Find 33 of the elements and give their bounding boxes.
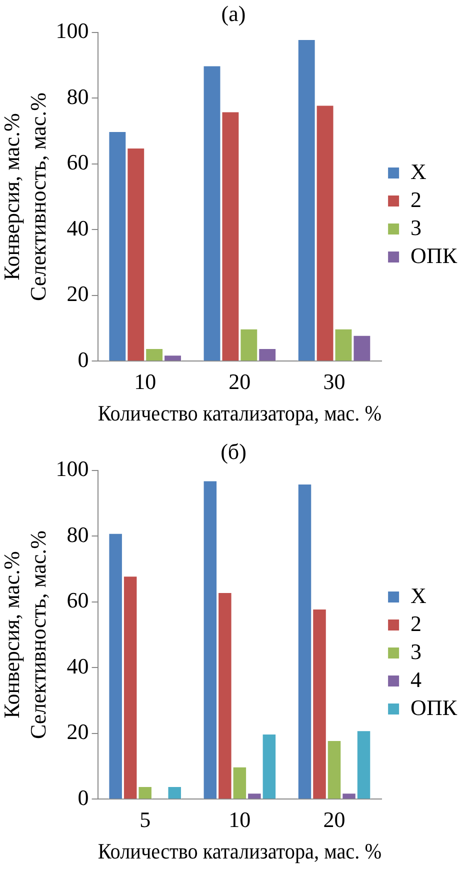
legend-label: 2: [410, 186, 422, 212]
x-axis-title: Количество катализатора, мас. %: [98, 838, 382, 864]
legend-label: 3: [410, 638, 422, 664]
y-tick-label: 0: [78, 346, 89, 372]
x-tick-label: 10: [228, 807, 251, 832]
y-tick-label: 20: [66, 719, 89, 744]
y-tick-label: 100: [56, 456, 89, 482]
chart-title: (б): [220, 438, 246, 464]
y-tick-label: 80: [66, 522, 89, 547]
y-tick-label: 100: [56, 18, 89, 44]
y-tick-label: 80: [66, 84, 89, 109]
chart-title: (a): [221, 0, 246, 26]
x-tick-label: 20: [323, 807, 346, 832]
legend-label: 3: [410, 214, 422, 240]
y-tick-label: 40: [66, 653, 89, 678]
x-tick-label: 30: [323, 369, 346, 394]
y-axis-title: Конверсия, мас.% Селективность, мас.%: [0, 530, 50, 740]
legend-label: X: [410, 582, 427, 608]
x-tick-label: 20: [228, 369, 251, 394]
y-tick-label: 60: [66, 588, 89, 613]
y-tick-label: 20: [66, 281, 89, 306]
x-tick-label: 5: [140, 807, 151, 832]
y-tick-label: 40: [66, 215, 89, 240]
y-axis-title: Конверсия, мас.% Селективность, мас.%: [0, 92, 50, 302]
x-tick-label: 10: [134, 369, 156, 394]
legend-label: 4: [410, 666, 422, 692]
legend-label: X: [410, 158, 427, 184]
y-tick-label: 60: [66, 150, 89, 175]
legend-label: ОПК: [410, 242, 458, 268]
x-axis-title: Количество катализатора, мас. %: [98, 400, 382, 426]
legend-label: ОПК: [410, 694, 458, 720]
legend-label: 2: [410, 610, 422, 636]
y-tick-label: 0: [78, 784, 89, 810]
